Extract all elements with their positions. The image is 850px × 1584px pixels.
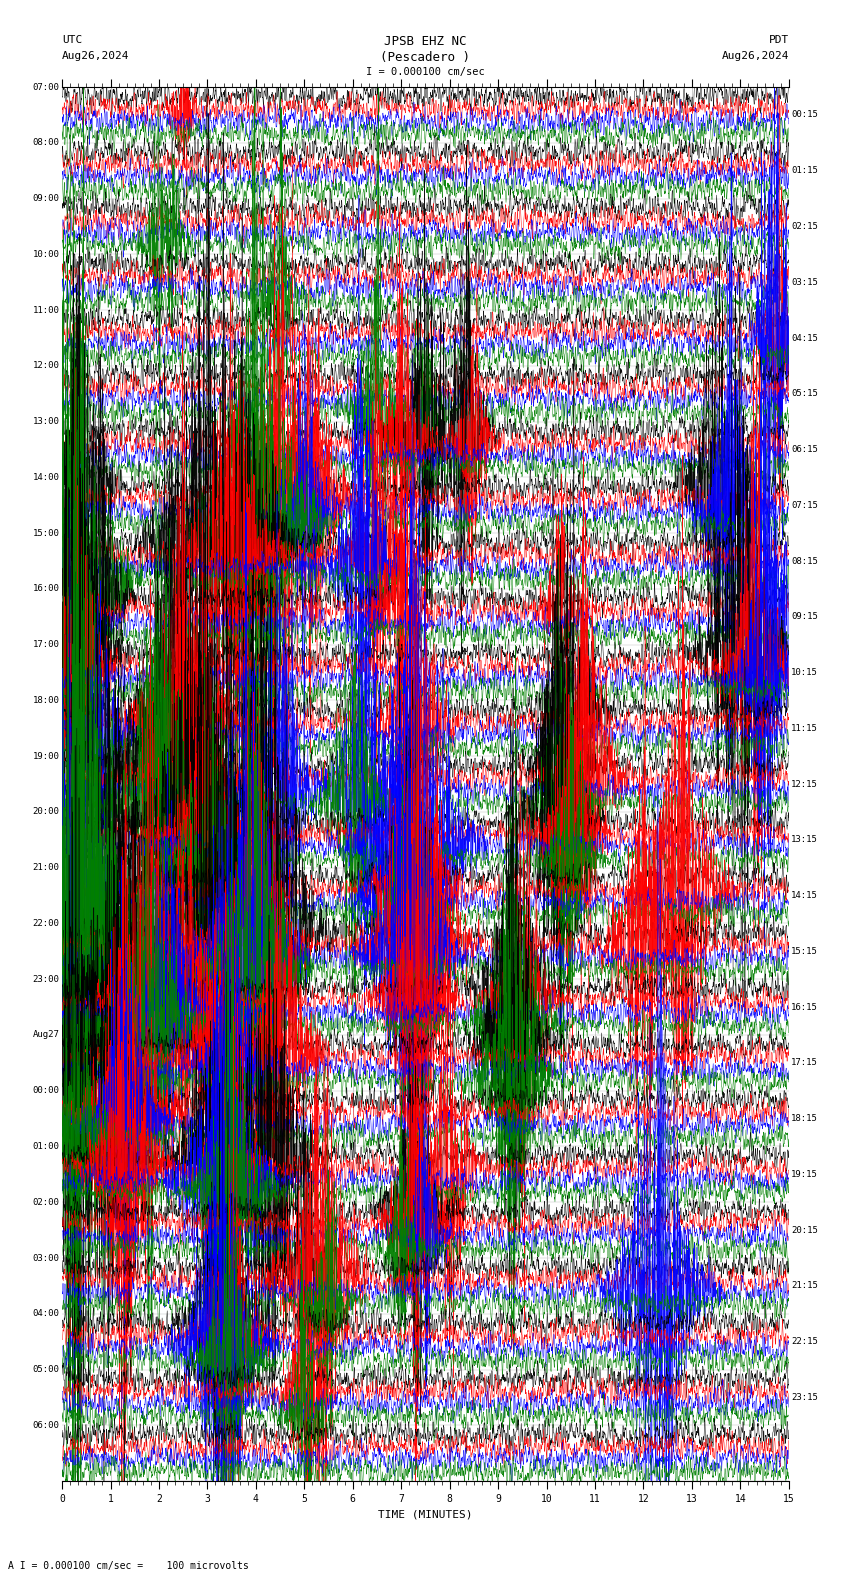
Text: 18:00: 18:00 [32, 695, 60, 705]
Text: 22:15: 22:15 [791, 1337, 819, 1346]
Text: 01:00: 01:00 [32, 1142, 60, 1152]
Text: 04:00: 04:00 [32, 1310, 60, 1318]
Text: 01:15: 01:15 [791, 166, 819, 176]
Text: 14:00: 14:00 [32, 474, 60, 482]
Text: 17:00: 17:00 [32, 640, 60, 649]
Text: 10:00: 10:00 [32, 250, 60, 258]
Text: 05:15: 05:15 [791, 390, 819, 398]
Text: 18:15: 18:15 [791, 1114, 819, 1123]
Text: 20:15: 20:15 [791, 1226, 819, 1234]
Text: 16:00: 16:00 [32, 584, 60, 594]
Text: 04:15: 04:15 [791, 334, 819, 342]
Text: 06:00: 06:00 [32, 1421, 60, 1430]
Text: 19:00: 19:00 [32, 752, 60, 760]
Text: 16:15: 16:15 [791, 1003, 819, 1012]
Text: 12:00: 12:00 [32, 361, 60, 371]
Text: 11:15: 11:15 [791, 724, 819, 733]
Text: Aug27: Aug27 [32, 1031, 60, 1039]
Text: 21:15: 21:15 [791, 1281, 819, 1291]
Text: 03:15: 03:15 [791, 277, 819, 287]
Text: 02:15: 02:15 [791, 222, 819, 231]
Text: 07:15: 07:15 [791, 501, 819, 510]
Text: 13:00: 13:00 [32, 417, 60, 426]
Text: 00:00: 00:00 [32, 1087, 60, 1095]
Text: 14:15: 14:15 [791, 892, 819, 900]
Text: 15:00: 15:00 [32, 529, 60, 537]
Text: 09:00: 09:00 [32, 195, 60, 203]
Text: 00:15: 00:15 [791, 111, 819, 119]
Text: 09:15: 09:15 [791, 613, 819, 621]
Text: 23:15: 23:15 [791, 1392, 819, 1402]
Text: 20:00: 20:00 [32, 808, 60, 816]
Text: 11:00: 11:00 [32, 306, 60, 315]
Text: 07:00: 07:00 [32, 82, 60, 92]
Text: I = 0.000100 cm/sec: I = 0.000100 cm/sec [366, 67, 484, 76]
Text: Aug26,2024: Aug26,2024 [722, 51, 789, 60]
Text: (Pescadero ): (Pescadero ) [380, 51, 470, 63]
Text: 12:15: 12:15 [791, 779, 819, 789]
Text: 06:15: 06:15 [791, 445, 819, 455]
Text: PDT: PDT [768, 35, 789, 44]
Text: 22:00: 22:00 [32, 919, 60, 928]
Text: 03:00: 03:00 [32, 1253, 60, 1262]
Text: Aug26,2024: Aug26,2024 [62, 51, 129, 60]
Text: UTC: UTC [62, 35, 82, 44]
Text: JPSB EHZ NC: JPSB EHZ NC [383, 35, 467, 48]
X-axis label: TIME (MINUTES): TIME (MINUTES) [378, 1510, 473, 1519]
Text: 21:00: 21:00 [32, 863, 60, 873]
Text: 08:00: 08:00 [32, 138, 60, 147]
Text: 23:00: 23:00 [32, 974, 60, 984]
Text: A I = 0.000100 cm/sec =    100 microvolts: A I = 0.000100 cm/sec = 100 microvolts [8, 1562, 249, 1571]
Text: 02:00: 02:00 [32, 1198, 60, 1207]
Text: 15:15: 15:15 [791, 947, 819, 955]
Text: 05:00: 05:00 [32, 1365, 60, 1373]
Text: 19:15: 19:15 [791, 1171, 819, 1178]
Text: 17:15: 17:15 [791, 1058, 819, 1068]
Text: 10:15: 10:15 [791, 668, 819, 676]
Text: 13:15: 13:15 [791, 835, 819, 844]
Text: 08:15: 08:15 [791, 556, 819, 565]
